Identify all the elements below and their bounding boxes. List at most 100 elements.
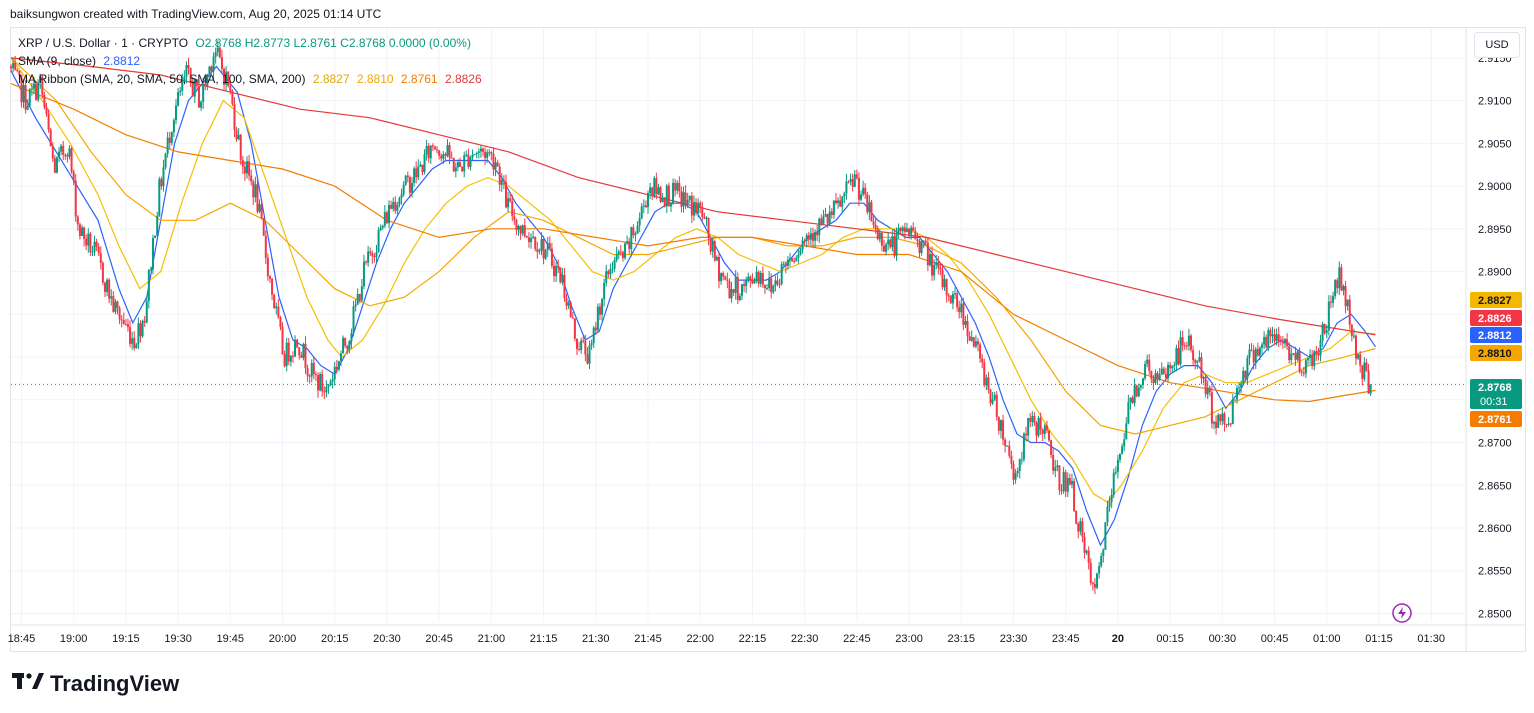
candle-body [555, 265, 558, 277]
x-tick-label: 01:00 [1313, 633, 1341, 645]
x-tick-label: 23:30 [1000, 633, 1028, 645]
candle-body [1041, 429, 1044, 435]
candle-body [436, 149, 439, 151]
candle-body [743, 284, 746, 287]
candle-body [200, 101, 203, 108]
candle-body [958, 307, 961, 313]
candle-body [214, 52, 217, 57]
candle-body [926, 242, 929, 266]
candle-body [609, 269, 612, 275]
candle-body [289, 355, 292, 362]
candle-body [1125, 423, 1128, 440]
candle-body [484, 151, 487, 158]
candle-body [122, 320, 125, 325]
candle-body [1135, 385, 1138, 397]
candle-body [1119, 453, 1122, 460]
candle-body [893, 236, 896, 256]
candle-body [49, 129, 52, 146]
candle-body [408, 177, 411, 193]
y-tick-label: 2.9050 [1478, 138, 1512, 150]
candle-body [680, 191, 683, 207]
candle-body [910, 227, 913, 235]
candle-body [24, 85, 27, 110]
candle-body [30, 88, 33, 90]
candle-body [55, 157, 58, 173]
candle-body [814, 232, 817, 241]
candle-body [398, 197, 401, 205]
candle-body [797, 254, 800, 258]
candle-body [129, 327, 132, 344]
x-tick-label: 19:00 [60, 633, 88, 645]
candle-body [273, 294, 276, 309]
candle-body [87, 233, 90, 246]
candle-body [93, 241, 96, 252]
candle-body [1327, 301, 1330, 331]
candle-body [369, 251, 372, 254]
candle-body [433, 146, 436, 150]
currency-button[interactable]: USD [1474, 32, 1520, 58]
candle-body [496, 162, 499, 167]
candle-body [352, 306, 355, 334]
candle-body [841, 196, 844, 207]
price-badge [1470, 379, 1522, 409]
lightning-icon[interactable] [1392, 603, 1412, 623]
candle-body [1043, 425, 1046, 435]
candle-body [95, 241, 98, 247]
ohlc-values: O2.8768 H2.8773 L2.8761 C2.8768 0.0000 (… [195, 36, 471, 50]
candle-body [1306, 358, 1309, 361]
candle-body [799, 249, 802, 255]
candle-body [663, 197, 666, 207]
candle-body [81, 227, 84, 236]
candle-body [941, 269, 944, 288]
candle-body [494, 162, 497, 170]
candle-body [314, 374, 317, 376]
candle-body [394, 201, 397, 211]
candle-body [47, 113, 50, 130]
candle-body [281, 326, 284, 355]
candle-body [41, 76, 44, 95]
candle-body [97, 246, 100, 254]
candle-body [454, 167, 457, 172]
candle-body [22, 85, 25, 103]
candle-body [185, 65, 188, 77]
y-tick-label: 2.9150 [1478, 53, 1512, 65]
candle-body [1325, 330, 1328, 334]
y-tick-label: 2.9100 [1478, 96, 1512, 108]
candle-body [212, 56, 215, 72]
candle-body [291, 355, 294, 357]
legend-ribbon-row[interactable]: MA Ribbon (SMA, 20, SMA, 50, SMA, 100, S… [18, 70, 482, 88]
legend-sma-row[interactable]: SMA (9, close) 2.8812 [18, 52, 482, 70]
candle-body [179, 90, 182, 93]
candle-body [751, 280, 754, 284]
candle-body [1231, 399, 1234, 425]
candle-body [10, 66, 12, 69]
symbol-label[interactable]: XRP / U.S. Dollar · 1 · CRYPTO [18, 36, 189, 50]
candle-body [1252, 350, 1255, 363]
candle-body [1160, 368, 1163, 375]
candle-body [954, 293, 957, 295]
candle-body [613, 260, 616, 269]
candle-body [431, 145, 434, 147]
candle-body [632, 227, 635, 236]
candle-body [141, 320, 144, 337]
candle-body [824, 214, 827, 217]
candle-body [540, 238, 543, 251]
tradingview-logo[interactable]: TradingView [12, 670, 179, 698]
candle-body [642, 205, 645, 207]
candle-body [158, 179, 161, 216]
price-badge [1470, 310, 1522, 326]
candle-body [298, 347, 301, 356]
candle-body [968, 336, 971, 341]
candle-body [513, 216, 516, 221]
candle-body [429, 145, 432, 159]
candle-body [918, 241, 921, 253]
candle-body [1223, 413, 1226, 425]
candle-body [168, 137, 171, 144]
candle-body [1217, 414, 1220, 428]
candle-body [1187, 335, 1190, 346]
candle-body [711, 241, 714, 252]
candle-body [452, 158, 455, 172]
candle-body [145, 300, 148, 323]
candle-body [241, 159, 244, 167]
